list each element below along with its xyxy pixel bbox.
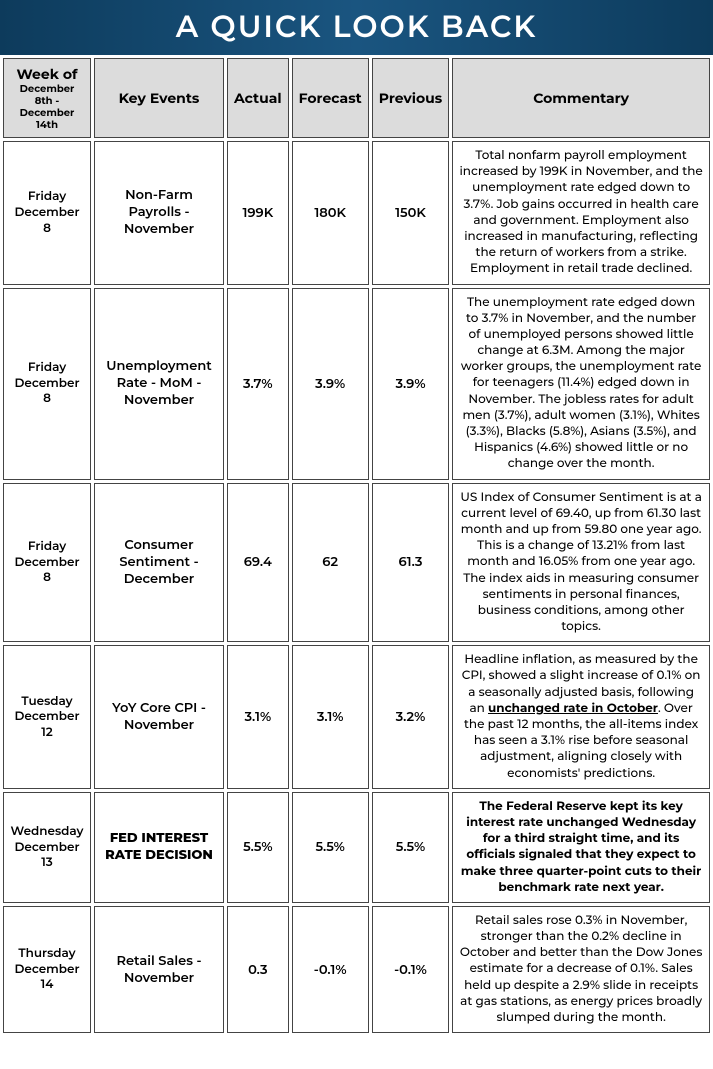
forecast-cell: -0.1%: [292, 906, 369, 1033]
date-cell: FridayDecember 8: [3, 483, 91, 643]
actual-cell: 3.1%: [227, 645, 289, 789]
date-cell: WednesdayDecember 13: [3, 792, 91, 903]
table-row: ThursdayDecember 14Retail Sales - Novemb…: [3, 906, 710, 1033]
previous-cell: -0.1%: [372, 906, 450, 1033]
forecast-cell: 3.1%: [292, 645, 369, 789]
commentary-link[interactable]: unchanged rate in October: [488, 701, 658, 716]
forecast-cell: 3.9%: [292, 288, 369, 480]
actual-cell: 199K: [227, 141, 289, 285]
data-table: Week of December 8th - December 14th Key…: [0, 55, 713, 1036]
previous-cell: 61.3: [372, 483, 450, 643]
event-cell: Consumer Sentiment - December: [94, 483, 224, 643]
forecast-cell: 5.5%: [292, 792, 369, 903]
page-title: A QUICK LOOK BACK: [0, 0, 713, 55]
col-actual: Actual: [227, 58, 289, 138]
table-row: WednesdayDecember 13FED INTEREST RATE DE…: [3, 792, 710, 903]
table-row: FridayDecember 8Unemployment Rate - MoM …: [3, 288, 710, 480]
actual-cell: 0.3: [227, 906, 289, 1033]
commentary-cell: Total nonfarm payroll employment increas…: [452, 141, 710, 285]
col-previous: Previous: [372, 58, 450, 138]
table-row: FridayDecember 8Non-Farm Payrolls - Nove…: [3, 141, 710, 285]
previous-cell: 5.5%: [372, 792, 450, 903]
actual-cell: 3.7%: [227, 288, 289, 480]
event-cell: Retail Sales - November: [94, 906, 224, 1033]
event-cell: Non-Farm Payrolls - November: [94, 141, 224, 285]
commentary-cell: Retail sales rose 0.3% in November, stro…: [452, 906, 710, 1033]
event-cell: FED INTEREST RATE DECISION: [94, 792, 224, 903]
actual-cell: 5.5%: [227, 792, 289, 903]
col-forecast: Forecast: [292, 58, 369, 138]
table-row: FridayDecember 8Consumer Sentiment - Dec…: [3, 483, 710, 643]
previous-cell: 3.2%: [372, 645, 450, 789]
table-header-row: Week of December 8th - December 14th Key…: [3, 58, 710, 138]
forecast-cell: 62: [292, 483, 369, 643]
commentary-cell: US Index of Consumer Sentiment is at a c…: [452, 483, 710, 643]
col-week-range: December 8th - December 14th: [10, 83, 84, 131]
col-events: Key Events: [94, 58, 224, 138]
col-week: Week of December 8th - December 14th: [3, 58, 91, 138]
col-week-label: Week of: [17, 65, 78, 83]
col-commentary: Commentary: [452, 58, 710, 138]
date-cell: ThursdayDecember 14: [3, 906, 91, 1033]
event-cell: Unemployment Rate - MoM - November: [94, 288, 224, 480]
commentary-cell: The unemployment rate edged down to 3.7%…: [452, 288, 710, 480]
date-cell: FridayDecember 8: [3, 141, 91, 285]
event-cell: YoY Core CPI - November: [94, 645, 224, 789]
forecast-cell: 180K: [292, 141, 369, 285]
actual-cell: 69.4: [227, 483, 289, 643]
table-row: TuesdayDecember 12YoY Core CPI - Novembe…: [3, 645, 710, 789]
commentary-cell: Headline inflation, as measured by the C…: [452, 645, 710, 789]
date-cell: TuesdayDecember 12: [3, 645, 91, 789]
commentary-cell: The Federal Reserve kept its key interes…: [452, 792, 710, 903]
previous-cell: 150K: [372, 141, 450, 285]
previous-cell: 3.9%: [372, 288, 450, 480]
date-cell: FridayDecember 8: [3, 288, 91, 480]
